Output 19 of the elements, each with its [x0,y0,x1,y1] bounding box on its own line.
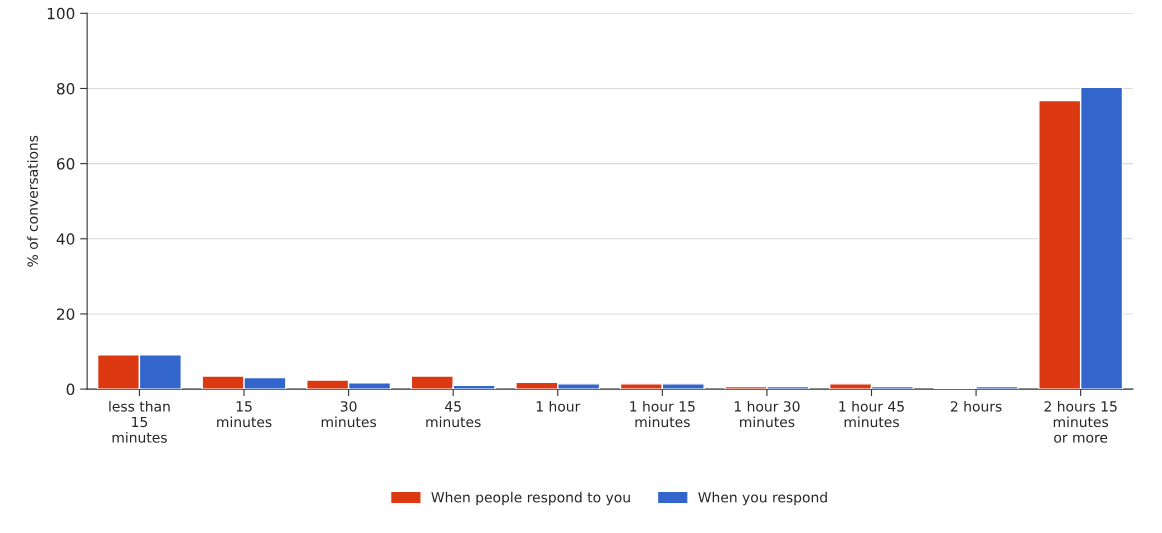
y-axis-title: % of conversations [27,135,38,267]
y-tick-label: 0 [66,383,75,396]
x-tick-label: 2 hours 15 minutes or more [1044,400,1117,443]
x-tick-label: 1 hour 30 minutes [734,400,800,428]
y-tick-label: 60 [56,158,75,170]
x-tick-label: 30 minutes [321,401,377,428]
x-tick-label: 1 hour [536,400,581,412]
y-tick-label: 100 [47,7,75,20]
legend-label: When people respond to you [431,491,630,506]
legend-label: When you respond [698,491,827,506]
x-tick-label: 1 hour 45 minutes [839,400,904,428]
y-tick-label: 20 [57,308,75,320]
x-tick-label: 15 minutes [217,401,272,428]
x-tick-label: 1 hour 15 minutes [630,400,695,428]
x-tick-label: 45 minutes [426,401,481,428]
y-tick-label: 80 [56,82,75,95]
y-tick-label: 40 [56,233,75,245]
x-tick-label: 2 hours [950,400,1002,412]
x-tick-label: less than 15 minutes [109,400,170,443]
